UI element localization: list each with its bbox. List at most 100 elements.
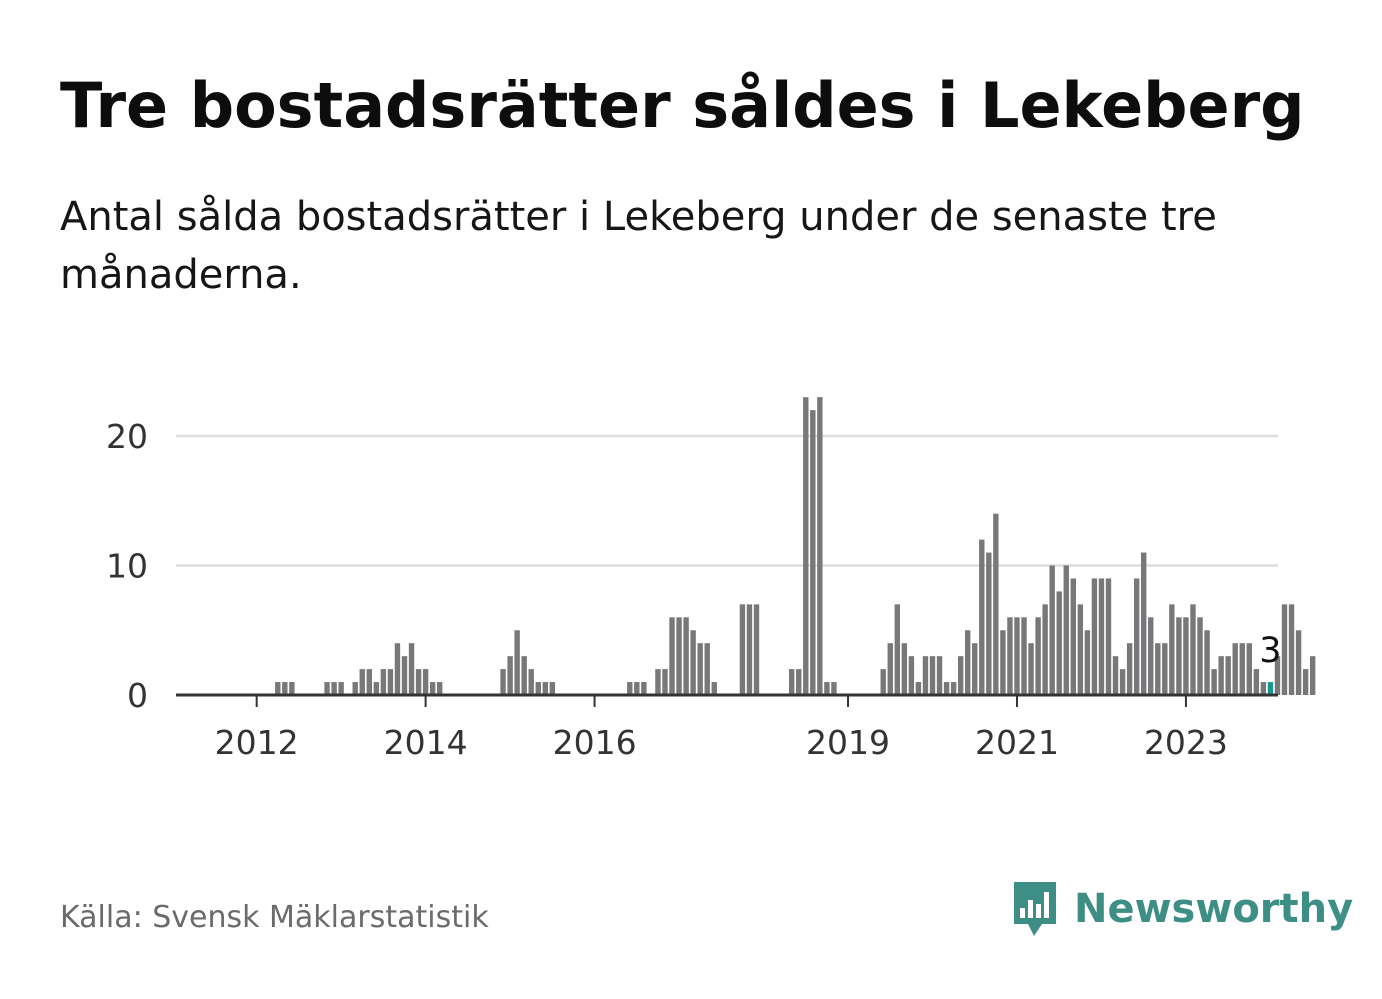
- bar: [634, 682, 640, 695]
- bar: [1225, 656, 1231, 695]
- highlight-bar: [1267, 682, 1274, 695]
- bar: [789, 669, 795, 695]
- bar: [880, 669, 886, 695]
- bar: [1281, 604, 1288, 695]
- bar: [1056, 591, 1062, 695]
- bar: [1063, 565, 1069, 695]
- bar: [739, 604, 746, 695]
- bar: [831, 682, 837, 695]
- bar: [535, 682, 541, 695]
- bar: [289, 682, 295, 695]
- bar: [669, 617, 675, 695]
- bar: [1070, 578, 1076, 695]
- bar: [394, 643, 401, 695]
- bar: [500, 669, 506, 695]
- bar: [993, 513, 999, 695]
- chart-title: Tre bostadsrätter såldes i Lekeberg: [60, 69, 1305, 142]
- highlight-value-label: 3: [1259, 631, 1281, 671]
- bar: [655, 669, 661, 695]
- bar: [331, 682, 337, 695]
- bar: [352, 682, 358, 695]
- bar: [366, 669, 372, 695]
- bar: [901, 643, 908, 695]
- y-axis-labels: 0 10 20: [106, 417, 148, 715]
- bar: [1309, 656, 1316, 695]
- brand-logo[interactable]: Newsworthy: [1010, 876, 1353, 942]
- bar: [324, 682, 330, 695]
- bar: [275, 682, 281, 695]
- bar: [922, 656, 929, 695]
- bar: [1239, 643, 1245, 695]
- bar: [641, 682, 647, 695]
- bar: [915, 682, 922, 695]
- bar: [373, 682, 380, 695]
- bar: [387, 669, 394, 695]
- bar: [1218, 656, 1224, 695]
- bar: [507, 656, 513, 695]
- bar: [690, 630, 696, 695]
- bar: [282, 682, 288, 695]
- bar: [408, 643, 415, 695]
- bar: [1084, 630, 1091, 695]
- bar: [401, 656, 408, 695]
- bar: [986, 552, 992, 695]
- bar: [1000, 630, 1006, 695]
- bar: [1148, 617, 1154, 695]
- bar: [1077, 604, 1084, 695]
- x-tick-label: 2021: [975, 723, 1059, 762]
- x-tick-label: 2019: [806, 723, 890, 762]
- bar: [711, 682, 717, 695]
- bar: [422, 669, 429, 695]
- y-tick-label: 0: [127, 676, 148, 715]
- bar: [1253, 669, 1260, 695]
- bar: [521, 656, 527, 695]
- bar: [965, 630, 971, 695]
- bar: [979, 539, 985, 695]
- bar: [1007, 617, 1013, 695]
- bar: [1232, 643, 1238, 695]
- bar: [1105, 578, 1112, 695]
- brand-name: Newsworthy: [1074, 886, 1354, 932]
- gridlines: [176, 434, 1278, 567]
- bar: [1246, 643, 1252, 695]
- bar: [1014, 617, 1020, 695]
- x-tick-label: 2014: [384, 723, 468, 762]
- bar: [380, 669, 387, 695]
- bar: [1091, 578, 1098, 695]
- bar: [1197, 617, 1203, 695]
- chart-subtitle: Antal sålda bostadsrätter i Lekeberg und…: [60, 194, 1217, 298]
- bar: [514, 630, 520, 695]
- bar: [1126, 643, 1133, 695]
- bar: [528, 669, 534, 695]
- bar: [676, 617, 682, 695]
- annotations: 3: [1259, 631, 1281, 671]
- bar: [415, 669, 422, 695]
- bar: [824, 682, 830, 695]
- bar: [1098, 578, 1105, 695]
- bar: [753, 604, 760, 695]
- bar: [697, 643, 703, 695]
- x-axis: 2012 2014 2016 2019 2021 2023: [176, 693, 1278, 762]
- bar: [943, 682, 950, 695]
- bar: [437, 682, 443, 695]
- bar: [1169, 604, 1175, 695]
- newsworthy-logo-icon: [1014, 882, 1056, 936]
- bar: [1295, 630, 1302, 695]
- bar: [929, 656, 936, 695]
- bar: [936, 656, 943, 695]
- y-tick-label: 10: [106, 547, 148, 586]
- bar: [549, 682, 556, 695]
- bar: [803, 397, 809, 695]
- bar: [1288, 604, 1295, 695]
- bar: [1274, 656, 1281, 695]
- bar: [1133, 578, 1140, 695]
- bar: [542, 682, 548, 695]
- bar: [627, 682, 633, 695]
- bar: [894, 604, 900, 695]
- bar: [1112, 656, 1119, 695]
- bar: [359, 669, 365, 695]
- bar: [1183, 617, 1189, 695]
- bar: [746, 604, 753, 695]
- bar: [338, 682, 344, 695]
- bar: [1119, 669, 1126, 695]
